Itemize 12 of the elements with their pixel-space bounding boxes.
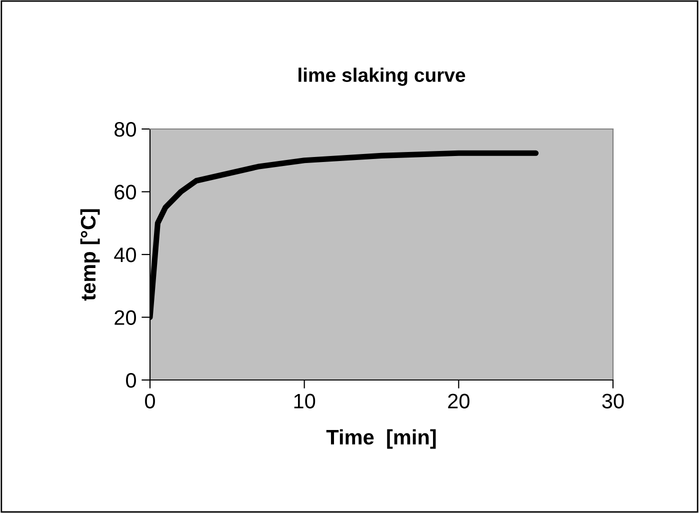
y-tick-label: 20 — [114, 310, 136, 326]
y-tick-label: 80 — [114, 122, 136, 137]
chart-title: lime slaking curve — [298, 68, 466, 86]
y-tick-label: 40 — [114, 248, 136, 262]
x-tick-label: 10 — [294, 394, 316, 408]
x-tick-label: 30 — [602, 394, 624, 408]
x-tick-label: 20 — [448, 394, 470, 408]
x-axis-title: Time [min] — [326, 429, 436, 449]
y-tick-label: 60 — [114, 184, 136, 200]
y-axis-title: temp [°C] — [80, 209, 100, 301]
y-tick-label: 0 — [126, 373, 136, 388]
x-tick-label: 0 — [145, 394, 155, 408]
